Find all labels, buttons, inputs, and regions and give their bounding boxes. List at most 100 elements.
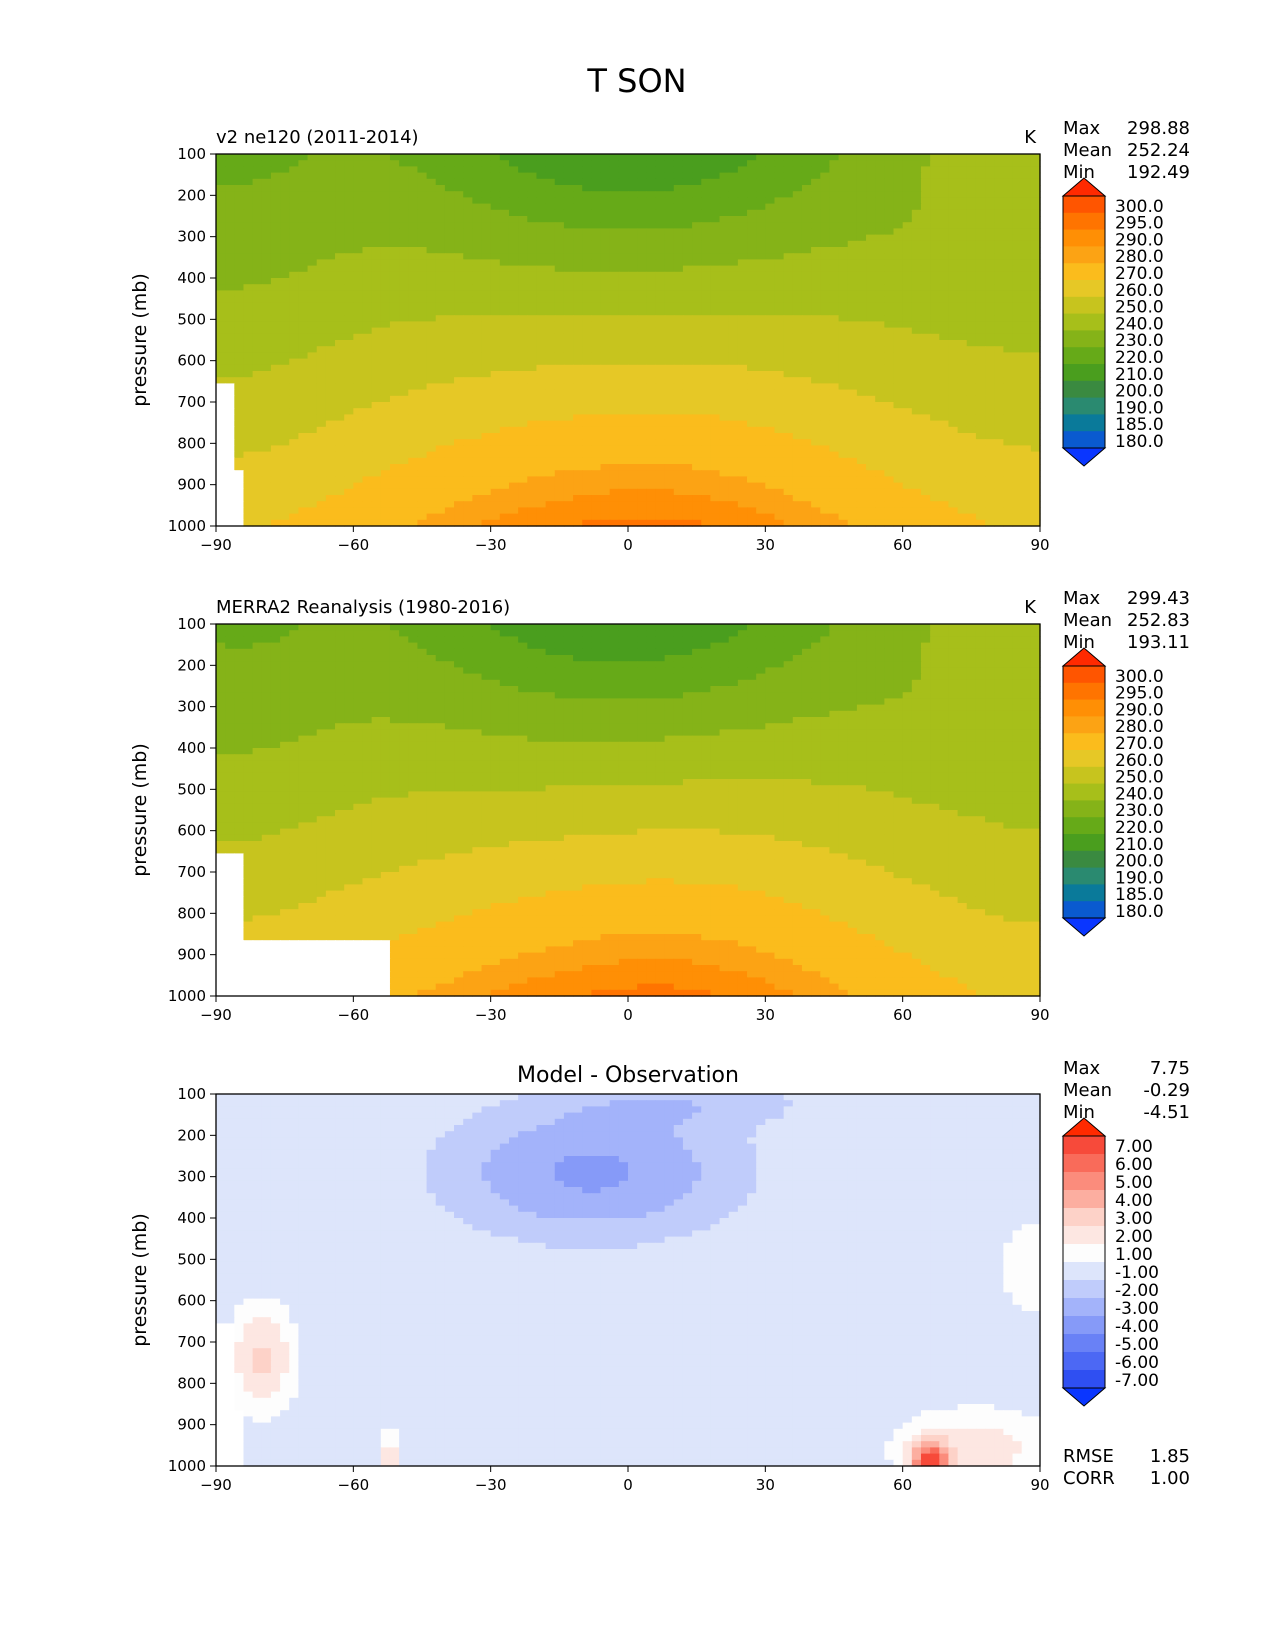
stat-value: -4.51 — [1143, 1102, 1190, 1123]
colorbar-label: -5.00 — [1115, 1335, 1159, 1355]
colorbar-swatch — [1063, 313, 1105, 331]
y-tick-label: 100 — [177, 615, 206, 633]
figure-title: T SON — [586, 62, 686, 100]
colorbar-swatch — [1063, 884, 1105, 902]
stat-value: 298.88 — [1127, 118, 1190, 139]
colorbar-label: -7.00 — [1115, 1371, 1159, 1391]
y-axis-label: pressure (mb) — [129, 273, 151, 407]
colorbar-label: 250.0 — [1115, 298, 1164, 318]
colorbar-swatch — [1063, 1208, 1105, 1227]
y-tick-label: 1000 — [168, 1457, 206, 1475]
colorbar-label: 180.0 — [1115, 432, 1164, 452]
colorbar-label: 6.00 — [1115, 1155, 1153, 1175]
y-tick-label: 300 — [177, 1168, 206, 1186]
stat-value: 192.49 — [1127, 162, 1190, 183]
y-tick-label: 400 — [177, 269, 206, 287]
stat-label: Min — [1063, 632, 1095, 653]
colorbar-swatch — [1063, 1262, 1105, 1281]
x-tick-label: −60 — [338, 1006, 370, 1024]
colorbar-label: 2.00 — [1115, 1227, 1153, 1247]
colorbar-swatch — [1063, 414, 1105, 432]
colorbar-swatch — [1063, 1136, 1105, 1155]
colorbar-swatch — [1063, 750, 1105, 768]
y-tick-label: 200 — [177, 186, 206, 204]
colorbar-label: 290.0 — [1115, 230, 1164, 250]
y-tick-label: 700 — [177, 393, 206, 411]
x-tick-label: 0 — [623, 1006, 633, 1024]
colorbar-label: -6.00 — [1115, 1353, 1159, 1373]
colorbar-swatch — [1063, 296, 1105, 315]
colorbar: 7.006.005.004.003.002.001.00-1.00-2.00-3… — [1061, 1117, 1159, 1407]
colorbar-swatch — [1063, 716, 1105, 734]
stat-value: 252.24 — [1127, 140, 1190, 161]
colorbar-label: 260.0 — [1115, 281, 1164, 301]
colorbar-swatch — [1063, 380, 1105, 399]
colorbar-label: 300.0 — [1115, 667, 1164, 687]
x-tick-label: 90 — [1030, 1476, 1049, 1494]
stat-label: Mean — [1063, 140, 1112, 161]
y-tick-label: 300 — [177, 698, 206, 716]
stat-label: Max — [1063, 1058, 1101, 1079]
colorbar-label: 250.0 — [1115, 768, 1164, 788]
x-tick-label: −30 — [475, 536, 507, 554]
x-tick-label: 90 — [1030, 1006, 1049, 1024]
colorbar-label: 4.00 — [1115, 1191, 1153, 1211]
y-tick-label: 1000 — [168, 987, 206, 1005]
colorbar-swatch — [1063, 364, 1105, 382]
x-tick-label: 30 — [756, 536, 775, 554]
stat-label: Max — [1063, 118, 1101, 139]
x-tick-label: −90 — [200, 1006, 232, 1024]
panel-title: MERRA2 Reanalysis (1980-2016) — [216, 597, 510, 618]
x-tick-label: 30 — [756, 1006, 775, 1024]
stat-value: 299.43 — [1127, 588, 1190, 609]
colorbar-swatch — [1063, 766, 1105, 785]
y-tick-label: 400 — [177, 1209, 206, 1227]
colorbar-label: 220.0 — [1115, 818, 1164, 838]
stat-label: Mean — [1063, 1080, 1112, 1101]
y-tick-label: 300 — [177, 228, 206, 246]
colorbar-swatch — [1063, 783, 1105, 801]
colorbar-label: 280.0 — [1115, 717, 1164, 737]
colorbar-label: 295.0 — [1115, 684, 1164, 704]
panel-title: v2 ne120 (2011-2014) — [216, 127, 419, 148]
colorbar-swatch — [1063, 263, 1105, 281]
stat-value: 1.85 — [1150, 1446, 1190, 1467]
x-tick-label: −30 — [475, 1476, 507, 1494]
colorbar-swatch — [1063, 397, 1105, 415]
colorbar-frame — [1062, 1135, 1106, 1389]
contour-field — [216, 154, 1041, 527]
colorbar-swatch — [1063, 212, 1105, 231]
colorbar-label: 280.0 — [1115, 247, 1164, 267]
y-tick-label: 700 — [177, 1333, 206, 1351]
x-tick-label: −90 — [200, 1476, 232, 1494]
colorbar-label: 295.0 — [1115, 214, 1164, 234]
y-axis-label: pressure (mb) — [129, 1213, 151, 1347]
y-tick-label: 600 — [177, 822, 206, 840]
colorbar-label: 210.0 — [1115, 365, 1164, 385]
y-tick-label: 500 — [177, 780, 206, 798]
colorbar-label: 1.00 — [1115, 1245, 1153, 1265]
y-tick-label: 800 — [177, 434, 206, 452]
stat-label: Mean — [1063, 610, 1112, 631]
panel-1: −90 −60 −30 0 30 60 90 100 200 300 400 500 600 700 800… — [129, 118, 1190, 554]
colorbar-swatch — [1063, 1172, 1105, 1191]
colorbar: 300.0295.0290.0280.0270.0260.0250.0240.0… — [1061, 647, 1164, 937]
colorbar-swatch — [1063, 800, 1105, 818]
y-tick-label: 900 — [177, 476, 206, 494]
panel-3: −90 −60 −30 0 30 60 90 100 200 300 400 500 600 700 800… — [129, 1058, 1190, 1494]
colorbar-swatch — [1063, 817, 1105, 835]
colorbar-label: 260.0 — [1115, 751, 1164, 771]
colorbar-label: 290.0 — [1115, 700, 1164, 720]
y-tick-label: 500 — [177, 310, 206, 328]
y-tick-label: 100 — [177, 1085, 206, 1103]
colorbar-swatch — [1063, 1280, 1105, 1299]
x-tick-label: 60 — [893, 536, 912, 554]
y-tick-label: 800 — [177, 1374, 206, 1392]
colorbar-label: -2.00 — [1115, 1281, 1159, 1301]
x-tick-label: −60 — [338, 1476, 370, 1494]
colorbar-swatch — [1063, 850, 1105, 869]
colorbar-swatch — [1063, 1352, 1105, 1371]
colorbar-swatch — [1063, 834, 1105, 852]
colorbar-label: 270.0 — [1115, 734, 1164, 754]
colorbar-label: 5.00 — [1115, 1173, 1153, 1193]
